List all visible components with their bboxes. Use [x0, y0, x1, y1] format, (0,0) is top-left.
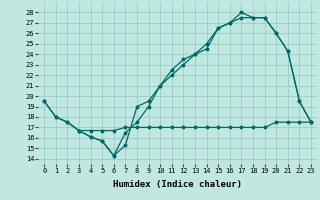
- X-axis label: Humidex (Indice chaleur): Humidex (Indice chaleur): [113, 180, 242, 189]
